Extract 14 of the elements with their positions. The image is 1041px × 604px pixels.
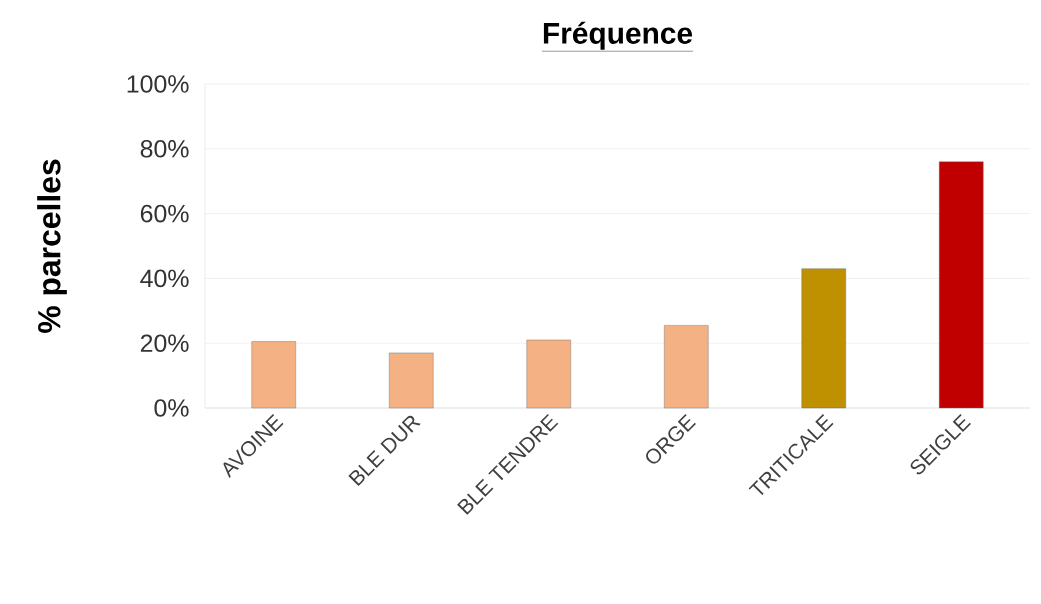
chart-title: Fréquence <box>543 21 693 50</box>
bar <box>939 161 984 409</box>
bar <box>389 352 434 409</box>
y-tick-label: 40% <box>140 269 189 288</box>
y-axis-title: % parcelles <box>37 159 67 333</box>
bar <box>801 268 846 409</box>
y-tick-label: 80% <box>140 139 189 158</box>
bar <box>664 325 709 409</box>
y-tick-label: 60% <box>140 204 189 223</box>
y-tick-label: 100% <box>127 75 189 93</box>
y-tick-label: 0% <box>154 399 189 417</box>
bar <box>526 339 571 409</box>
y-tick-label: 20% <box>140 334 189 353</box>
bar <box>251 341 296 409</box>
